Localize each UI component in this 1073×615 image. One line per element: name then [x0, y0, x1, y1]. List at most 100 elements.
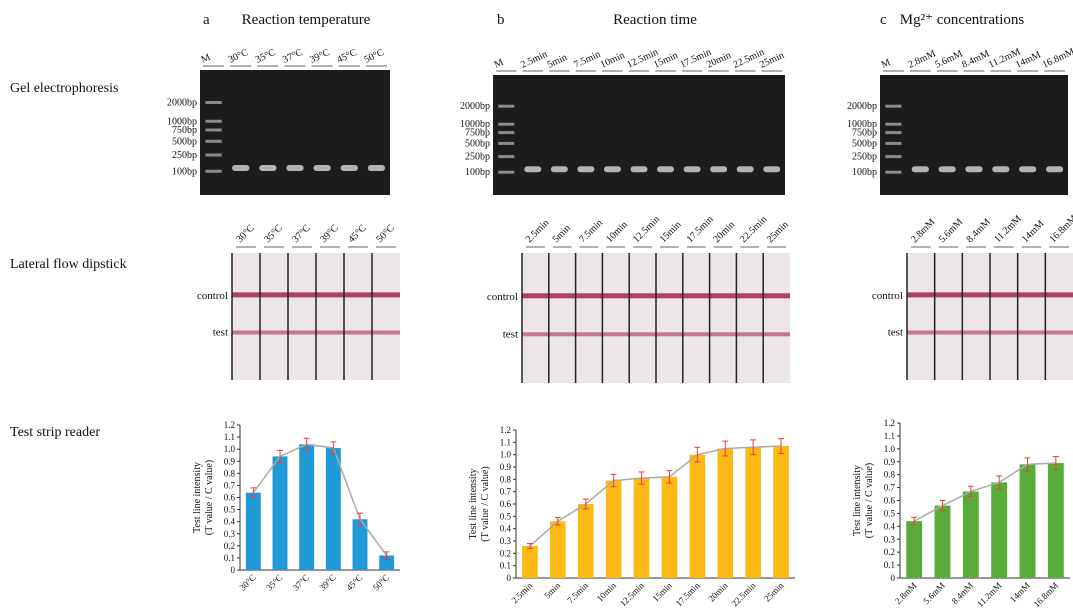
- x-tick-label: 17.5min: [674, 580, 702, 608]
- x-tick-label: 7.5min: [565, 580, 590, 605]
- test-line: [682, 332, 710, 337]
- y-tick-label: 1.2: [884, 418, 895, 428]
- strip-lane-label: 5min: [551, 223, 573, 245]
- control-line: [907, 292, 935, 298]
- ladder-band: [498, 104, 515, 108]
- control-line: [260, 292, 288, 298]
- x-tick-label: 5min: [542, 580, 563, 601]
- y-tick-label: 0.3: [224, 529, 236, 539]
- lane-label: M: [493, 57, 506, 71]
- control-line: [709, 293, 737, 299]
- ladder-band: [205, 139, 222, 143]
- strip-lane-label: 22.5min: [738, 214, 769, 245]
- y-tick-label: 0.6: [500, 499, 512, 509]
- test-line: [602, 332, 630, 337]
- panel-title: Reaction time: [613, 12, 697, 28]
- sample-band: [630, 166, 648, 173]
- x-tick-label: 25min: [762, 580, 786, 604]
- lane-label: 7.5min: [572, 49, 602, 71]
- y-axis-label: (T value / C value): [864, 463, 875, 538]
- strip-label: test: [213, 327, 228, 339]
- ladder-band: [205, 169, 222, 173]
- strip-label: test: [888, 327, 903, 339]
- y-tick-label: 0: [891, 573, 896, 583]
- ladder-label: 2000bp: [167, 98, 197, 109]
- y-tick-label: 0.1: [224, 553, 235, 563]
- ladder-band: [205, 101, 222, 104]
- y-axis-label: (T value / C value): [204, 460, 215, 535]
- ladder-label: 750bp: [852, 128, 877, 139]
- y-tick-label: 0.6: [224, 493, 236, 503]
- control-line: [602, 293, 630, 299]
- lane-label: 45°C: [335, 47, 359, 66]
- control-line: [962, 292, 990, 298]
- sample-band: [911, 166, 929, 173]
- strip-lane-label: 8.4mM: [965, 217, 993, 245]
- strip-lane-label: 2.8mM: [909, 217, 937, 245]
- strip-lane-label: 15min: [658, 219, 684, 245]
- x-tick-label: 11.2mM: [975, 580, 1004, 609]
- control-line: [656, 293, 683, 299]
- bar: [550, 521, 566, 578]
- ladder-label: 100bp: [465, 167, 490, 178]
- sample-band: [232, 165, 250, 171]
- test-line: [962, 330, 990, 335]
- sample-band: [524, 166, 542, 173]
- ladder-label: 100bp: [852, 167, 877, 178]
- sample-band: [550, 166, 568, 173]
- bar: [605, 480, 622, 578]
- strip-lane-label: 16.8mM: [1048, 213, 1073, 245]
- sample-band: [577, 166, 595, 173]
- y-tick-label: 0.1: [884, 560, 895, 570]
- control-line: [372, 292, 400, 298]
- ladder-band: [498, 155, 515, 159]
- sample-band: [710, 166, 728, 173]
- x-tick-label: 8.4mM: [950, 580, 976, 606]
- y-tick-label: 0.2: [500, 548, 511, 558]
- lane-label: 37°C: [281, 47, 305, 66]
- x-tick-label: 50°C: [371, 572, 391, 592]
- control-line: [522, 293, 549, 299]
- lane-label: 30°C: [227, 47, 251, 66]
- bar: [633, 478, 650, 578]
- gel: [493, 75, 785, 195]
- y-tick-label: 0.8: [500, 474, 512, 484]
- lane-label: M: [880, 57, 893, 71]
- strip-lane-label: 17.5min: [685, 214, 716, 245]
- test-line: [260, 330, 288, 335]
- test-line: [629, 332, 656, 337]
- strip-lane-label: 11.2mM: [992, 213, 1024, 245]
- y-tick-label: 0.3: [884, 534, 896, 544]
- ladder-label: 100bp: [172, 166, 197, 177]
- sample-band: [1019, 166, 1037, 173]
- y-tick-label: 0.8: [884, 470, 896, 480]
- x-tick-label: 22.5min: [729, 580, 757, 608]
- bar: [379, 555, 395, 570]
- strip-lane-label: 39°C: [318, 222, 341, 245]
- strip-lane-label: 45°C: [346, 222, 369, 245]
- y-tick-label: 1.2: [224, 420, 235, 430]
- test-line: [990, 330, 1018, 335]
- lane-label: 8.4mM: [960, 48, 991, 70]
- y-tick-label: 1.0: [500, 450, 512, 460]
- y-tick-label: 1.1: [884, 431, 895, 441]
- sample-band: [965, 166, 983, 173]
- lane-label: 5min: [546, 52, 569, 71]
- x-tick-label: 30°C: [238, 572, 258, 592]
- y-axis-label: Test line intensity: [192, 462, 203, 533]
- test-line: [736, 332, 764, 337]
- y-tick-label: 0.9: [500, 462, 512, 472]
- x-tick-label: 20min: [706, 580, 730, 604]
- y-tick-label: 0.2: [884, 547, 895, 557]
- test-line: [288, 330, 316, 335]
- strip-lane-label: 10min: [604, 219, 630, 245]
- sample-band: [603, 166, 621, 173]
- lane-label: 2.8mM: [906, 48, 937, 70]
- lane-label: 39°C: [308, 47, 332, 66]
- lane-label: 50°C: [362, 47, 386, 66]
- x-tick-label: 10min: [595, 580, 619, 604]
- ladder-band: [205, 128, 222, 132]
- row-label: Lateral flow dipstick: [10, 257, 127, 272]
- strip-lane-label: 37°C: [290, 222, 313, 245]
- control-line: [682, 293, 710, 299]
